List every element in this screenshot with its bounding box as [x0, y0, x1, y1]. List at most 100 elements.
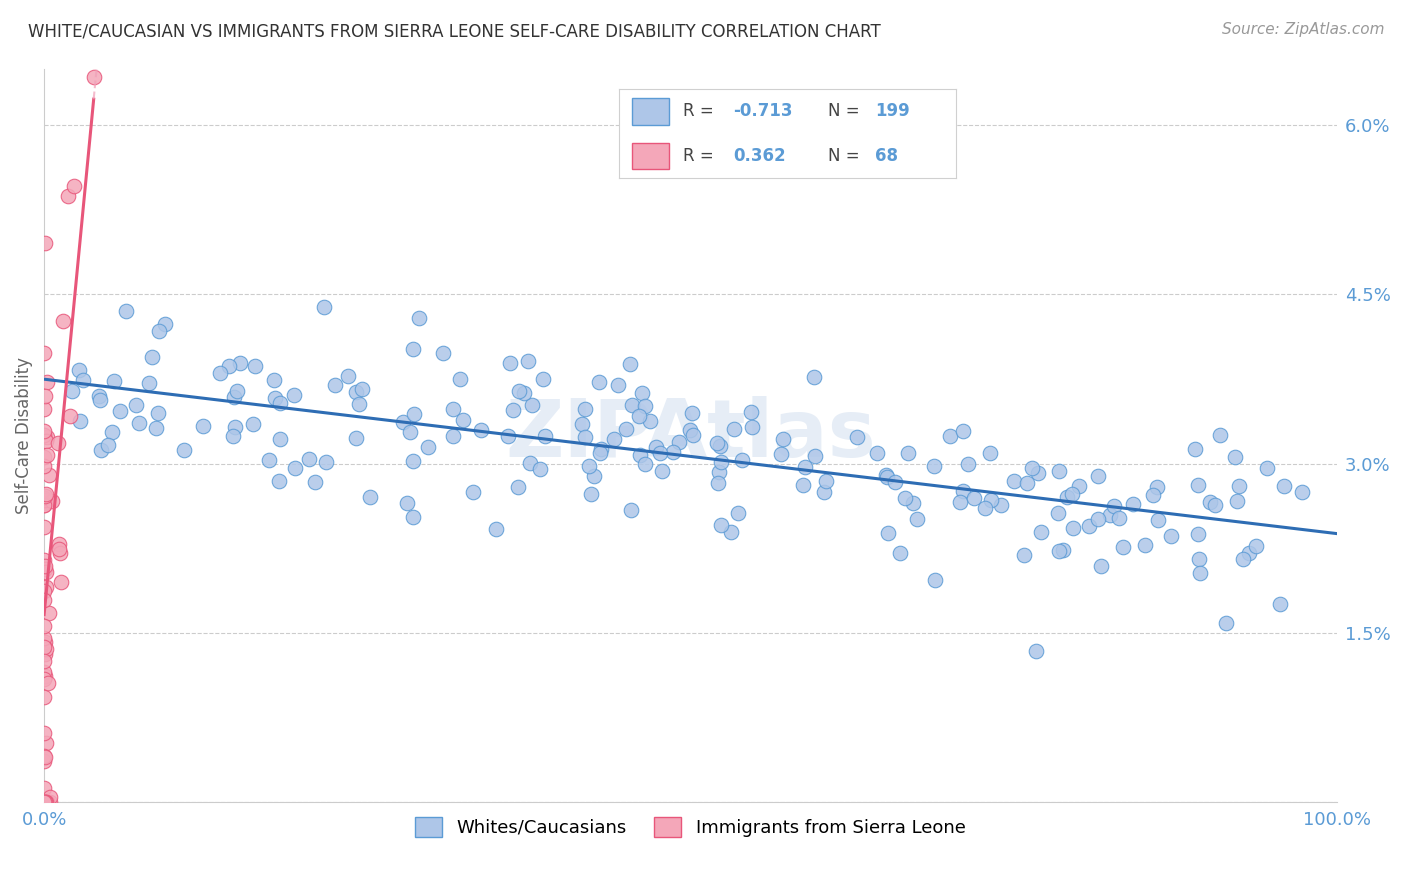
Point: [38, 606, 60, 620]
Point: [103, 374, 125, 388]
Point: [72, 373, 94, 387]
Point: [1062, 521, 1084, 535]
Point: [956, 457, 979, 471]
Point: [1021, 460, 1043, 475]
Point: [924, 573, 946, 587]
Point: [1184, 442, 1206, 456]
Point: [866, 445, 889, 459]
Point: [772, 432, 794, 446]
Point: [1029, 524, 1052, 539]
Point: [496, 428, 519, 442]
Point: [432, 346, 454, 360]
Point: [32, 665, 55, 679]
Point: [87, 389, 110, 403]
Point: [100, 425, 122, 440]
Point: [191, 418, 214, 433]
Point: [224, 420, 246, 434]
Point: [1017, 476, 1039, 491]
Point: [804, 449, 827, 463]
Point: [628, 449, 651, 463]
Point: [32, 424, 55, 438]
Point: [1122, 497, 1144, 511]
Point: [304, 475, 326, 489]
Point: [34, 487, 56, 501]
Point: [769, 447, 792, 461]
Point: [298, 452, 321, 467]
Point: [619, 357, 641, 371]
Point: [39, 795, 62, 809]
Point: [392, 415, 415, 429]
Point: [83, 70, 105, 84]
Text: N =: N =: [828, 146, 859, 165]
Point: [35, 736, 58, 750]
Point: [1078, 519, 1101, 533]
Point: [32, 401, 55, 416]
Point: [32, 640, 55, 654]
Point: [37, 430, 59, 444]
Point: [67, 363, 90, 377]
Point: [148, 406, 170, 420]
Point: [344, 384, 367, 399]
Point: [506, 480, 529, 494]
Point: [242, 417, 264, 431]
Point: [1067, 479, 1090, 493]
Point: [32, 428, 55, 442]
Point: [517, 354, 540, 368]
Point: [395, 496, 418, 510]
Point: [876, 470, 898, 484]
Point: [449, 372, 471, 386]
Point: [877, 526, 900, 541]
Text: 68: 68: [875, 146, 898, 165]
Point: [359, 490, 381, 504]
Point: [1025, 644, 1047, 658]
Point: [51, 575, 73, 590]
Point: [901, 496, 924, 510]
Point: [35, 641, 58, 656]
Point: [846, 429, 869, 443]
Point: [38, 790, 60, 805]
Point: [461, 484, 484, 499]
Point: [962, 491, 984, 505]
Point: [402, 510, 425, 524]
Text: WHITE/CAUCASIAN VS IMMIGRANTS FROM SIERRA LEONE SELF-CARE DISABILITY CORRELATION: WHITE/CAUCASIAN VS IMMIGRANTS FROM SIERR…: [28, 22, 882, 40]
Point: [1232, 551, 1254, 566]
Point: [267, 474, 290, 488]
Point: [41, 494, 63, 508]
Point: [173, 443, 195, 458]
Point: [1291, 485, 1313, 500]
Point: [32, 345, 55, 359]
Point: [723, 422, 745, 436]
Point: [350, 382, 373, 396]
Point: [583, 468, 606, 483]
Text: R =: R =: [683, 146, 713, 165]
Point: [138, 376, 160, 390]
Point: [35, 448, 58, 462]
Point: [1209, 427, 1232, 442]
Point: [125, 398, 148, 412]
Point: [60, 384, 83, 398]
Point: [922, 459, 945, 474]
Point: [114, 303, 136, 318]
Point: [574, 430, 596, 444]
Point: [529, 462, 551, 476]
Point: [32, 631, 55, 645]
Point: [620, 503, 643, 517]
Point: [32, 520, 55, 534]
Point: [284, 461, 307, 475]
Point: [1087, 512, 1109, 526]
Point: [1098, 508, 1121, 522]
Point: [710, 454, 733, 468]
Point: [589, 442, 612, 456]
Text: ZIPAtlas: ZIPAtlas: [505, 396, 876, 475]
Point: [588, 375, 610, 389]
Point: [533, 429, 555, 443]
Point: [35, 795, 58, 809]
Point: [1062, 487, 1084, 501]
Point: [1199, 494, 1222, 508]
Point: [32, 618, 55, 632]
Point: [640, 414, 662, 428]
Point: [508, 384, 530, 399]
Point: [32, 593, 55, 607]
Point: [1133, 538, 1156, 552]
Point: [110, 404, 132, 418]
